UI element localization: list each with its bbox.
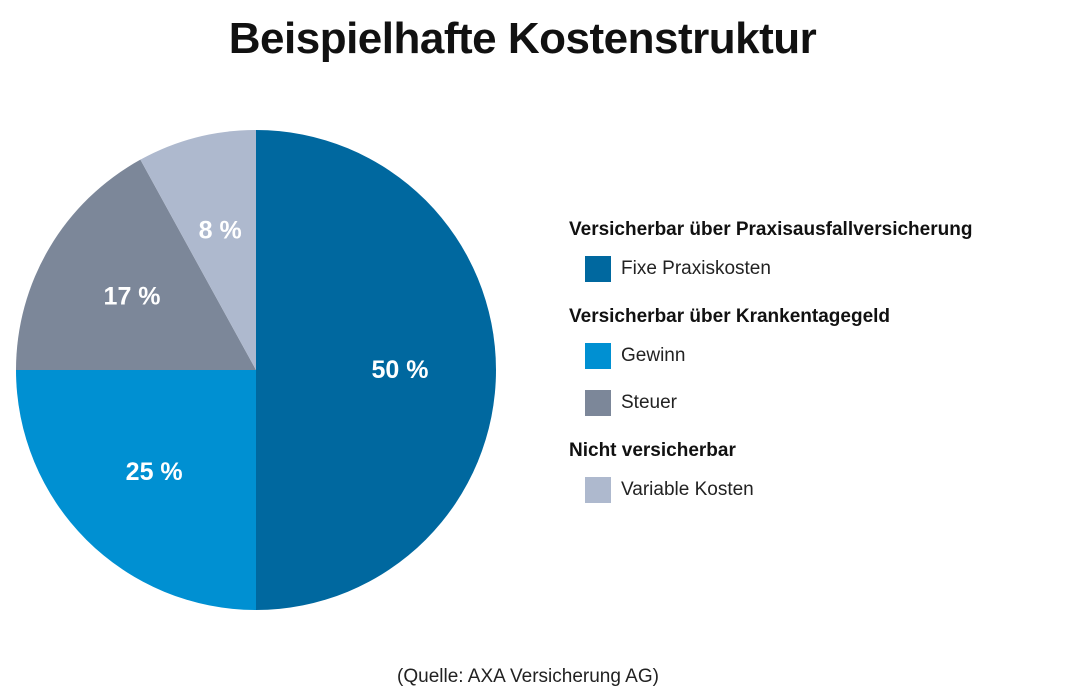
- chart-title: Beispielhafte Kostenstruktur: [228, 14, 817, 63]
- legend-group-title: Versicherbar über Krankentagegeld: [569, 306, 891, 327]
- legend-group-title: Nicht versicherbar: [569, 440, 736, 461]
- legend-item-label: Variable Kosten: [621, 478, 754, 500]
- legend-swatch: [585, 255, 611, 282]
- legend-item-fixe-praxiskosten: Fixe Praxiskosten: [585, 245, 1049, 292]
- pie-slice-fixe-praxiskosten: [256, 130, 496, 610]
- pie-slice-steuer: [16, 159, 256, 370]
- legend-swatch: [585, 342, 611, 369]
- legend: Versicherbar über Praxisausfallversicher…: [569, 215, 1049, 523]
- pie-chart: 50 % 25 % 17 % 8 %: [16, 130, 496, 610]
- slice-value-label: 25 %: [126, 458, 183, 486]
- legend-item-steuer: Steuer: [585, 379, 1049, 426]
- legend-group-praxisausfall: Versicherbar über Praxisausfallversicher…: [569, 215, 1049, 292]
- source-note: (Quelle: AXA Versicherung AG): [397, 666, 659, 687]
- legend-item-label: Gewinn: [621, 344, 686, 366]
- slice-value-label: 8 %: [199, 217, 242, 245]
- slice-value-label: 50 %: [372, 356, 429, 384]
- slice-value-label: 17 %: [104, 283, 161, 311]
- legend-swatch: [585, 389, 611, 416]
- pie-slice-gewinn: [16, 370, 256, 610]
- legend-item-label: Steuer: [621, 391, 677, 413]
- legend-group-nicht-versicherbar: Nicht versicherbar Variable Kosten: [569, 436, 1049, 513]
- legend-group-krankentagegeld: Versicherbar über Krankentagegeld Gewinn…: [569, 302, 1049, 426]
- legend-swatch: [585, 476, 611, 503]
- legend-item-gewinn: Gewinn: [585, 332, 1049, 379]
- pie-slice-variable-kosten: [140, 130, 256, 370]
- legend-group-title: Versicherbar über Praxisausfallversicher…: [569, 219, 973, 240]
- legend-item-variable-kosten: Variable Kosten: [585, 466, 1049, 513]
- legend-item-label: Fixe Praxiskosten: [621, 257, 771, 279]
